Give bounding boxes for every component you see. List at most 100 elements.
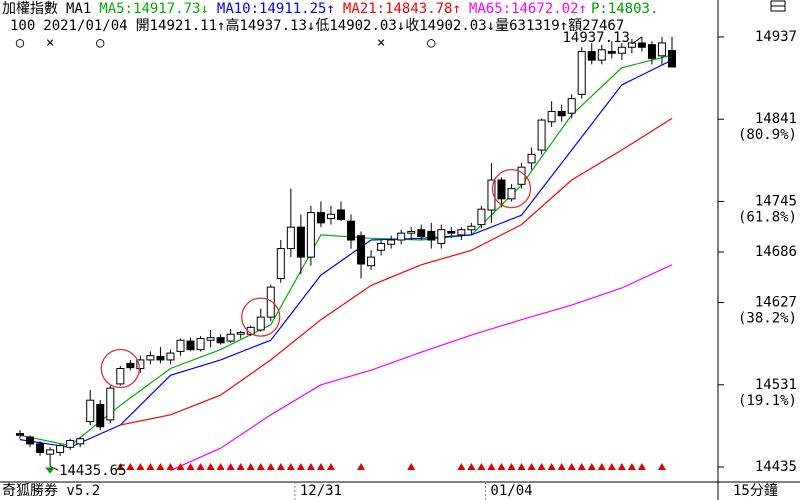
candle-body	[306, 212, 315, 258]
buy-signal	[557, 463, 566, 470]
low-arrow	[45, 467, 56, 474]
header-line-2: 100 2021/01/04 開14921.11↑高14937.13↓低14902.…	[10, 17, 624, 34]
candle-body	[617, 46, 626, 54]
candle-body	[437, 229, 446, 244]
x-axis: 12/31 01/04	[294, 482, 533, 500]
buy-signal	[286, 463, 295, 470]
candle-body	[66, 439, 75, 448]
candle-body	[166, 352, 175, 361]
buy-signal	[477, 463, 486, 470]
candle-body	[36, 443, 45, 453]
candle-body	[557, 110, 566, 117]
info: ↑	[217, 18, 225, 34]
candle-body	[206, 337, 215, 341]
candle-body	[236, 332, 245, 335]
candle-body	[326, 213, 335, 220]
buy-signal	[487, 463, 496, 470]
plot	[16, 36, 676, 471]
buy-signal	[186, 463, 195, 470]
buy-signal	[627, 463, 636, 470]
top-marker: ×	[377, 35, 385, 51]
info: ↓	[487, 18, 495, 34]
buy-signal	[206, 463, 215, 470]
candle-body	[627, 42, 636, 48]
candle-body	[296, 226, 305, 258]
candle-body	[186, 340, 195, 351]
buy-signal	[607, 463, 616, 470]
buy-signal	[166, 463, 175, 470]
legend-trend: ↑	[579, 1, 587, 17]
candle-body	[136, 359, 145, 369]
buy-signal	[126, 463, 135, 470]
buy-signal	[246, 463, 255, 470]
candle-body	[487, 179, 496, 211]
candle-body	[657, 42, 666, 57]
footer-period: 15分鐘	[733, 482, 778, 499]
candle-body	[46, 449, 55, 455]
candle-body	[156, 356, 165, 361]
info: 收14902.03	[405, 18, 486, 34]
legend-trend: ↑	[452, 1, 460, 17]
candle-body	[286, 226, 295, 250]
ma-line	[170, 264, 673, 471]
candle-body	[26, 436, 35, 445]
buy-signal	[467, 463, 476, 470]
y-tick-label: 14937	[755, 29, 797, 45]
top-marker: ○	[427, 35, 436, 51]
candle-body	[637, 42, 646, 48]
buy-signal	[567, 463, 576, 470]
info: 2021/01/04	[43, 18, 127, 34]
buy-signal	[136, 463, 145, 470]
ma-line	[120, 117, 673, 426]
candle-body	[477, 208, 486, 226]
y-tick-label: 14531	[755, 377, 797, 393]
buy-signal	[306, 463, 315, 470]
candle-body	[387, 239, 396, 245]
header-line-1: 加權指數 MA1 MA5:14917.73↓ MA10:14911.25↑ MA21:1…	[2, 1, 658, 17]
x-tick-label: 12/31	[300, 483, 342, 499]
legend-entry: MA65:14672.02	[469, 1, 579, 17]
candle-body	[126, 362, 135, 369]
buy-signal	[176, 463, 185, 470]
y-tick-label: 14435	[755, 459, 797, 475]
buy-signal	[296, 463, 305, 470]
candle-body	[347, 220, 356, 241]
candle-body	[316, 212, 325, 224]
candle-body	[457, 229, 466, 236]
buy-signal	[407, 463, 416, 470]
buy-signal	[316, 463, 325, 470]
buy-signal	[497, 463, 506, 470]
candle-body	[276, 248, 285, 280]
y-axis: 1493714841(80.9%)14745(61.8%)1468614627(…	[718, 29, 797, 475]
candle-body	[507, 188, 516, 200]
buy-signal	[236, 463, 245, 470]
candle-body	[226, 333, 235, 342]
buy-signal	[507, 463, 516, 470]
buy-signal	[216, 463, 225, 470]
candle-body	[527, 153, 536, 164]
period: MA1	[66, 1, 91, 17]
x-tick-label: 01/04	[490, 483, 532, 499]
candle-body	[256, 316, 265, 331]
candle-body	[96, 403, 105, 428]
candle-body	[176, 339, 185, 352]
footer-brand: 奇狐勝券 v5.2	[2, 482, 100, 499]
info: 高14937.13	[225, 17, 306, 34]
buy-signal	[537, 463, 546, 470]
candle-body	[497, 179, 506, 200]
candle-body	[447, 230, 456, 234]
buy-signal	[276, 463, 285, 470]
buy-signal	[617, 463, 626, 470]
legend-trend: ↑	[326, 1, 334, 17]
high-pointer	[631, 36, 643, 45]
candle-body	[467, 225, 476, 231]
candle-body	[427, 230, 436, 241]
buy-signal	[156, 463, 165, 470]
highlight-circle	[491, 168, 532, 209]
candle-body	[547, 110, 556, 123]
legend-entry: MA21:14843.78	[343, 1, 453, 17]
buy-signal	[587, 463, 596, 470]
candle-body	[116, 367, 125, 385]
info: 額27467	[568, 18, 624, 34]
